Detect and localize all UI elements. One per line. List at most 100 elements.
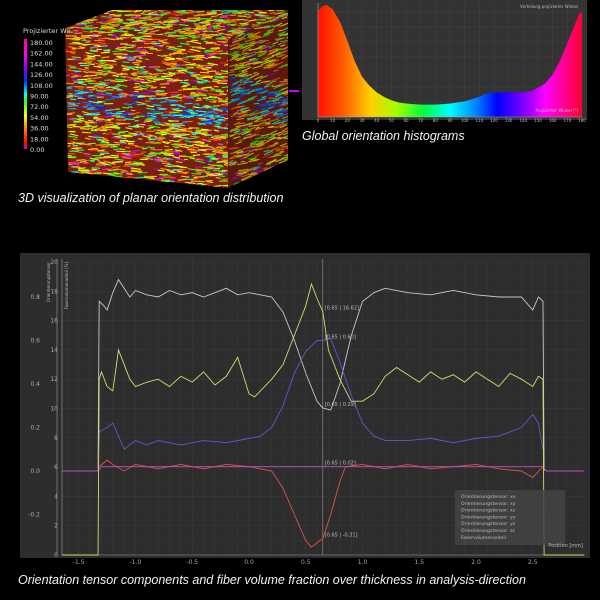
fiber-streak [90, 129, 97, 132]
fiber-streak [262, 110, 271, 115]
fiber-streak [212, 120, 222, 123]
fiber-streak [157, 54, 163, 57]
fiber-streak [161, 60, 171, 65]
x-tick-label: 2.5 [528, 559, 538, 566]
fiber-streak [178, 126, 189, 130]
fiber-streak [275, 157, 285, 163]
fiber-streak [136, 71, 147, 73]
fiber-streak [161, 55, 168, 57]
fiber-streak [280, 109, 288, 113]
fiber-streak [130, 167, 142, 170]
fiber-streak [222, 22, 229, 26]
fiber-streak [160, 150, 170, 153]
fiber-streak [270, 93, 277, 97]
fiber-streak [92, 76, 102, 79]
fiber-streak [137, 19, 147, 22]
fiber-streak [129, 94, 139, 97]
fiber-streak [279, 22, 288, 28]
fiber-streak [201, 35, 213, 40]
fiber-streak [285, 96, 288, 102]
fiber-streak [68, 135, 78, 139]
fiber-streak [189, 72, 196, 76]
fiber-streak [145, 118, 155, 121]
fiber-streak [125, 65, 136, 68]
fiber-streak [254, 136, 262, 140]
fiber-streak [128, 57, 136, 59]
colorbar: Projizierter Winkel [°] 180.00 162.00 144.… [23, 27, 70, 154]
fiber-streak [259, 140, 271, 147]
orientation-histogram[interactable]: 0 10 20 30 40 50 60 70 80 90 100 110 120 130 140 150 160… [0, 0, 600, 130]
fiber-streak [276, 146, 287, 150]
fiber-streak [212, 109, 223, 113]
fiber-streak [130, 109, 136, 112]
tensor-profile-chart[interactable]: -1.5 -1.0 -0.5 0.0 0.5 1.0 1.5 2.0 2.5 0.8 0.6 0.4 0… [0, 0, 600, 570]
fiber-streak [107, 19, 118, 22]
volume-caption: 3D visualization of planar orientation d… [18, 191, 284, 205]
fiber-streak [204, 134, 212, 137]
fiber-streak [230, 126, 241, 131]
fiber-streak [77, 78, 88, 81]
fiber-streak [135, 131, 142, 133]
fiber-streak [101, 59, 106, 62]
fiber-streak [92, 134, 103, 138]
fiber-streak [233, 149, 242, 154]
fiber-streak [91, 154, 102, 157]
fiber-streak [278, 32, 288, 37]
fiber-streak [248, 19, 257, 22]
3d-volume-view[interactable] [0, 0, 300, 195]
fiber-streak [167, 64, 177, 67]
fiber-streak [100, 16, 111, 20]
fiber-streak [135, 65, 146, 69]
fiber-streak [232, 79, 243, 85]
fiber-streak [101, 127, 112, 131]
fiber-streak [157, 107, 166, 110]
fiber-streak [215, 146, 226, 149]
fiber-streak [89, 112, 100, 115]
x-tick-label: 0 [317, 118, 320, 123]
fiber-streak [137, 96, 146, 99]
fiber-streak [173, 135, 182, 138]
fiber-streak [150, 14, 162, 18]
fiber-streak [122, 22, 131, 25]
fiber-streak [182, 88, 188, 91]
fiber-streak [244, 134, 253, 138]
fiber-streak [98, 161, 107, 164]
fiber-streak [196, 33, 202, 36]
fiber-streak [241, 73, 253, 78]
fiber-streak [261, 44, 269, 50]
fiber-streak [193, 22, 200, 25]
fiber-streak [268, 44, 276, 49]
fiber-streak [128, 59, 136, 62]
fiber-streak [261, 30, 267, 33]
fiber-streak [181, 175, 190, 178]
fiber-streak [222, 108, 228, 111]
fiber-streak [237, 89, 245, 94]
fiber-streak [227, 10, 238, 13]
fiber-streak [250, 87, 261, 91]
fiber-streak [99, 86, 105, 89]
fiber-streak [285, 35, 288, 39]
fiber-streak [71, 77, 83, 80]
fiber-streak [238, 88, 246, 93]
fiber-streak [115, 45, 121, 48]
fiber-streak [263, 102, 270, 106]
fiber-streak [201, 22, 206, 25]
fiber-streak [167, 47, 177, 51]
fiber-streak [195, 14, 200, 16]
fiber-streak [155, 77, 166, 79]
fiber-streak [229, 55, 239, 62]
fiber-streak [219, 160, 226, 163]
fiber-streak [171, 130, 179, 133]
fiber-streak [213, 173, 219, 176]
fiber-streak [283, 95, 288, 102]
fiber-streak [241, 131, 251, 136]
fiber-streak [257, 89, 268, 95]
fiber-streak [213, 108, 223, 112]
fiber-streak [116, 46, 127, 49]
legend-entry: Orientierungstensor: xy [461, 501, 516, 507]
fiber-streak [197, 140, 205, 144]
fiber-streak [195, 110, 207, 113]
fiber-streak [148, 157, 158, 160]
fiber-streak [104, 98, 116, 101]
fiber-streak [235, 72, 242, 77]
